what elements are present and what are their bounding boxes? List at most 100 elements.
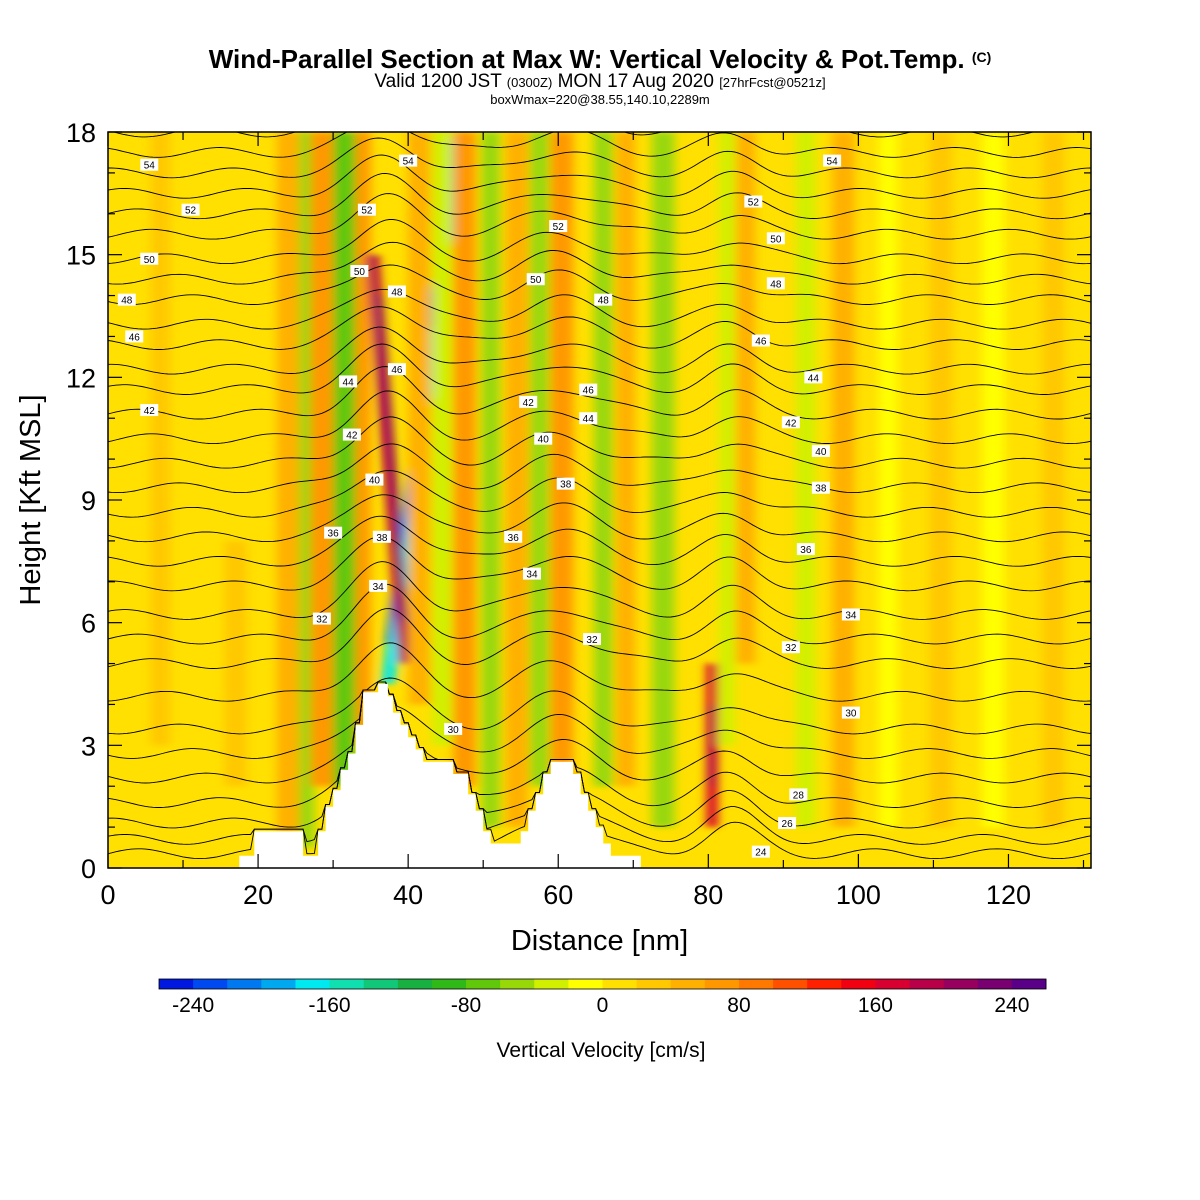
velocity-core-19 — [709, 704, 715, 787]
isentrope-label: 52 — [357, 203, 376, 217]
plot-area: 54 52 50 48 46 42 54 52 50 48 46 44 42 40 38 36 34 32 52 50… — [108, 132, 1091, 868]
isentrope-label-text: 52 — [361, 206, 373, 217]
colorbar-swatch — [500, 979, 535, 989]
isentrope-34 — [108, 561, 1091, 620]
isentrope-label: 52 — [744, 195, 763, 209]
isentrope-48 — [108, 241, 1091, 285]
isentrope-label-text: 44 — [343, 377, 355, 388]
isentrope-label: 26 — [778, 817, 797, 830]
colorbar-label: Vertical Velocity [cm/s] — [497, 1039, 706, 1062]
colorbar-swatch — [159, 979, 194, 989]
velocity-band-22 — [796, 132, 816, 828]
isentrope-label-text: 42 — [523, 398, 535, 409]
isentrope-label: 54 — [140, 158, 159, 172]
colorbar-tick-label: 0 — [597, 994, 609, 1017]
isentrope-40 — [108, 416, 1091, 469]
x-axis: 0 20 40 60 80 100 120 — [100, 132, 1085, 910]
isentrope-27 — [108, 681, 1091, 808]
colorbar-swatch — [909, 979, 945, 989]
valid-date: MON 17 Aug 2020 — [557, 71, 714, 92]
colorbar-swatch — [534, 979, 569, 989]
isentrope-label: 32 — [312, 612, 331, 626]
isentrope-label-text: 46 — [391, 365, 403, 376]
isentrope-44 — [108, 326, 1091, 375]
velocity-band-27 — [1042, 132, 1065, 828]
isentrope-label-bg — [811, 444, 830, 457]
isentrope-label-bg — [823, 154, 842, 167]
isentrope-31 — [108, 642, 1091, 702]
isentrope-label-text: 54 — [403, 157, 415, 168]
colorbar-swatch — [841, 979, 876, 989]
isentrope-28 — [108, 681, 1091, 784]
isentrope-label-text: 34 — [845, 610, 857, 621]
isentrope-label: 34 — [841, 608, 860, 621]
isentrope-label-bg — [372, 530, 391, 543]
y-tick-label: 18 — [66, 118, 96, 148]
isentrope-label-bg — [444, 722, 463, 735]
velocity-band-12 — [481, 132, 501, 828]
isentrope-label: 32 — [781, 641, 800, 654]
isentrope-label: 50 — [766, 232, 785, 245]
isentrope-label: 38 — [372, 530, 391, 544]
isentrope-53 — [108, 137, 1091, 179]
isentrope-label: 28 — [789, 788, 808, 801]
colorbar — [158, 978, 1047, 990]
colorbar-swatch — [466, 979, 501, 989]
colorbar-swatch — [977, 979, 1013, 989]
isentrope-label-text: 48 — [598, 296, 610, 307]
isentropes — [108, 132, 1091, 860]
colorbar-swatch — [295, 979, 331, 989]
title-note: (C) — [971, 49, 992, 65]
isentrope-label-bg — [140, 404, 159, 417]
velocity-band-16 — [593, 132, 613, 787]
isentrope-41 — [108, 390, 1091, 445]
box-info: boxWmax=220@38.55,140.10,2289m — [490, 92, 710, 107]
velocity-band-5 — [333, 132, 356, 787]
isentrope-label: 24 — [751, 845, 770, 859]
velocity-band-9 — [408, 132, 431, 705]
isentrope-label: 44 — [804, 371, 823, 384]
chart-title: Wind-Parallel Section at Max W: Vertical… — [0, 44, 1200, 75]
isentrope-label-text: 52 — [185, 206, 197, 217]
isentrope-label-text: 40 — [538, 435, 550, 446]
isentrope-label: 52 — [181, 203, 200, 217]
colorbar-swatch — [636, 979, 672, 989]
isentrope-label: 52 — [549, 220, 568, 233]
isentrope-label-bg — [781, 416, 800, 429]
isentrope-label-text: 36 — [800, 545, 812, 556]
isentrope-26 — [108, 681, 1091, 829]
isentrope-label-text: 34 — [373, 582, 385, 593]
isentrope-label-bg — [744, 195, 763, 208]
isentrope-label: 50 — [526, 273, 545, 286]
colorbar-swatch — [261, 979, 296, 989]
isentrope-label-bg — [369, 579, 388, 592]
colorbar-ticks: -240 -160 -80 0 80 160 240 — [172, 994, 1029, 1017]
isentrope-label-bg — [841, 706, 860, 719]
isentrope-label: 36 — [504, 530, 523, 544]
isentrope-label-bg — [522, 567, 541, 580]
isentrope-label-bg — [534, 432, 553, 445]
colorbar-swatch — [227, 979, 262, 989]
isentrope-46 — [108, 288, 1091, 330]
isentrope-label-bg — [811, 481, 830, 494]
isentrope-label-bg — [312, 612, 331, 625]
isentrope-label-text: 50 — [354, 267, 366, 278]
isentrope-37 — [108, 494, 1091, 543]
colorbar-swatch — [431, 979, 467, 989]
isentrope-47 — [108, 264, 1091, 305]
velocity-band-1 — [224, 540, 247, 787]
isentrope-label: 42 — [342, 428, 361, 442]
isentrope-label: 36 — [324, 526, 343, 540]
valid-time-utc: (0300Z) — [506, 75, 553, 90]
valid-time-jst: Valid 1200 JST — [374, 71, 502, 92]
isentrope-45 — [108, 306, 1091, 350]
isentrope-54 — [108, 132, 1091, 158]
x-tick-label: 80 — [693, 880, 723, 910]
y-tick-label: 0 — [81, 854, 96, 884]
isentrope-label-text: 42 — [785, 418, 797, 429]
isentrope-label-bg — [766, 232, 785, 245]
isentrope-label-text: 50 — [530, 275, 542, 286]
isentrope-33 — [108, 583, 1091, 645]
isentrope-label-text: 30 — [448, 725, 460, 736]
